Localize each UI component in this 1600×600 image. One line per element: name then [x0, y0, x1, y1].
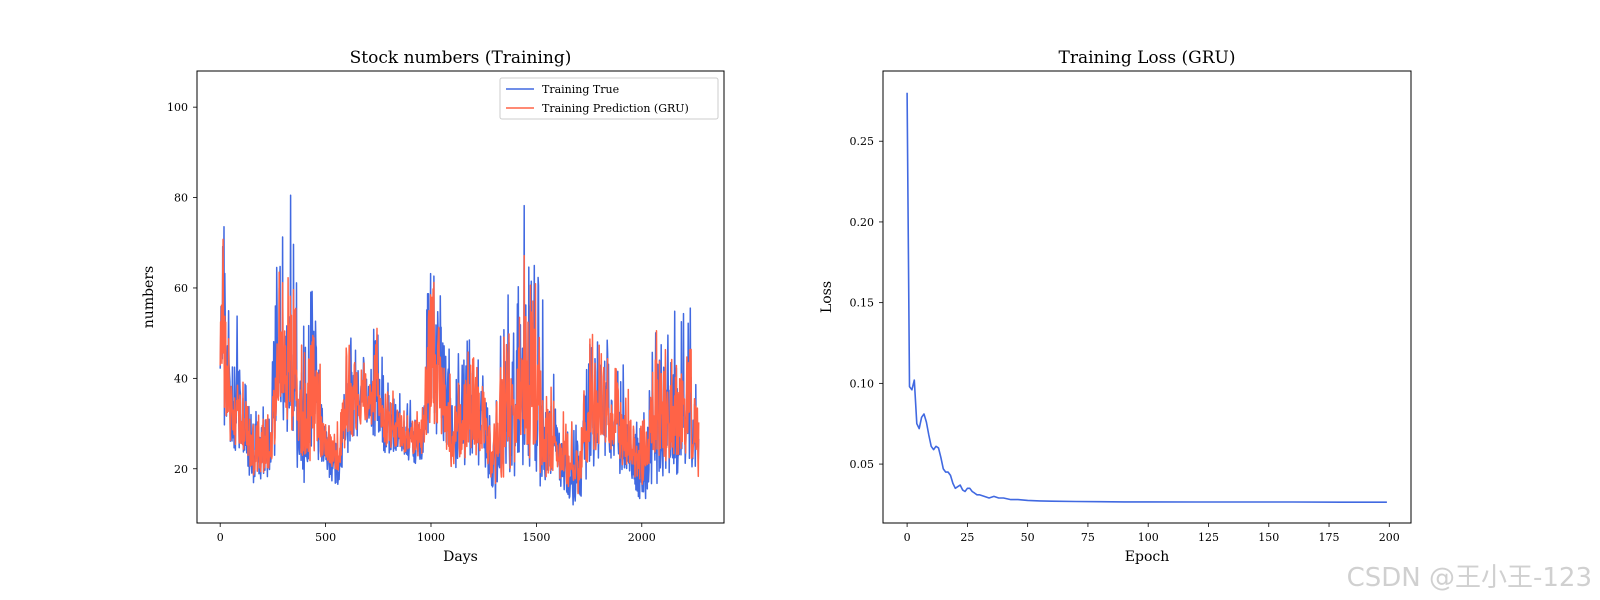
y-tick-label: 0.25 [850, 135, 875, 148]
x-tick-label: 0 [904, 531, 911, 544]
x-tick-label: 50 [1021, 531, 1035, 544]
y-tick-label: 0.15 [850, 297, 875, 310]
x-tick-label: 500 [315, 531, 336, 544]
legend-label-training-prediction: Training Prediction (GRU) [542, 102, 689, 115]
y-tick-label: 0.20 [850, 216, 875, 229]
x-tick-label: 150 [1258, 531, 1279, 544]
y-tick-label: 40 [174, 372, 188, 385]
legend-box [499, 77, 719, 120]
training-loss-chart: Training Loss (GRU) 0 25 50 75 100 125 150 175 2… [819, 48, 1412, 565]
plot-area: 0 25 50 75 100 125 150 175 200 0.05 0.10 0.15 0.20 0.… [850, 70, 1412, 544]
y-axis-label: Loss [819, 281, 835, 313]
chart-title: Stock numbers (Training) [350, 48, 572, 68]
x-tick-label: 0 [217, 531, 224, 544]
y-tick-label: 0.10 [850, 377, 875, 390]
chart-title: Training Loss (GRU) [1058, 48, 1235, 68]
y-tick-label: 80 [174, 192, 188, 205]
y-tick-label: 60 [174, 282, 188, 295]
x-tick-label: 100 [1138, 531, 1159, 544]
x-tick-label: 175 [1319, 531, 1340, 544]
legend-label-training-true: Training True [542, 83, 619, 96]
x-tick-label: 2000 [628, 531, 656, 544]
series-line-loss [906, 92, 1387, 504]
x-axis-label: Days [443, 549, 478, 565]
x-axis-label: Epoch [1125, 549, 1169, 565]
x-tick-label: 125 [1198, 531, 1219, 544]
axes-frame [882, 70, 1412, 524]
x-tick-label: 200 [1379, 531, 1400, 544]
series-line-training-prediction [219, 238, 700, 495]
y-tick-label: 20 [174, 463, 188, 476]
legend: Training True Training Prediction (GRU) [499, 77, 719, 120]
y-axis-label: numbers [141, 266, 157, 328]
x-tick-label: 75 [1081, 531, 1095, 544]
stock-numbers-chart: Stock numbers (Training) 0 500 1000 1500 200… [141, 48, 725, 565]
x-tick-label: 1500 [522, 531, 550, 544]
x-tick-label: 1000 [417, 531, 445, 544]
y-tick-label: 0.05 [850, 458, 875, 471]
watermark: CSDN @王小王-123 [1346, 563, 1592, 593]
plot-area: 0 500 1000 1500 2000 20 40 60 80 100 [167, 70, 725, 544]
axes-frame [196, 70, 725, 524]
x-tick-label: 25 [960, 531, 974, 544]
y-tick-label: 100 [167, 101, 188, 114]
